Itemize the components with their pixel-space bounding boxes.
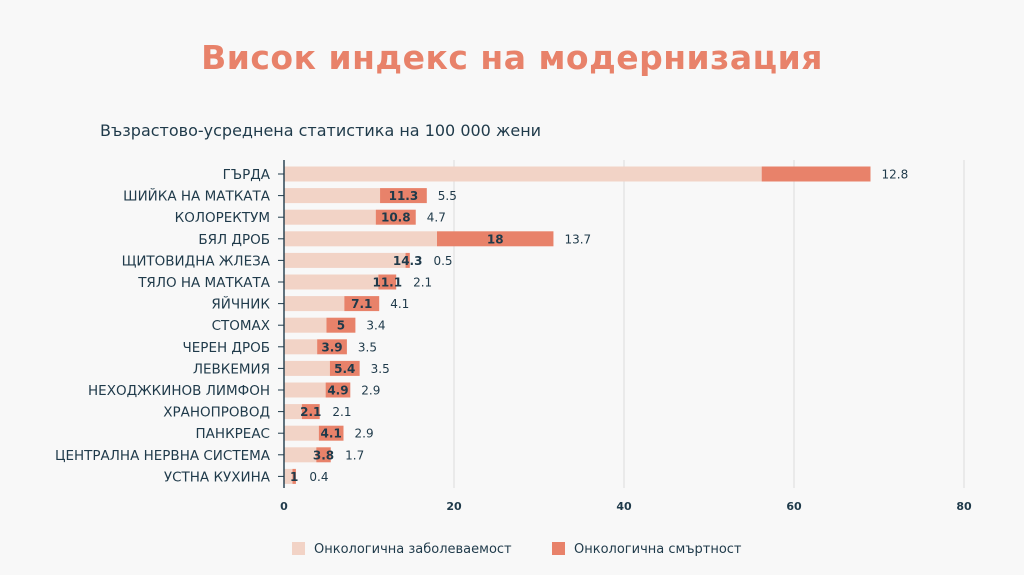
incidence-bar [284,188,381,204]
mortality-value-label: 5.5 [438,189,457,203]
category-label: ЛЕВКЕМИЯ [193,361,270,377]
mortality-value-label: 3.5 [358,340,377,354]
mortality-value-label: 2.9 [355,427,374,441]
category-label: ТЯЛО НА МАТКАТА [137,275,271,291]
incidence-value-label: 10.8 [381,211,411,225]
x-tick-label: 20 [446,500,462,513]
incidence-bar [284,339,318,355]
x-tick-label: 40 [616,500,632,513]
mortality-value-label: 2.1 [413,276,432,290]
category-label: КОЛОРЕКТУМ [175,210,270,226]
mortality-bar [344,296,380,312]
labels: ГЪРДА 12.8 ШИЙКА НА МАТКАТА 11.3 5.5 КОЛОРЕКТ… [55,167,908,485]
incidence-bar [284,209,376,225]
category-label: НЕХОДЖКИНОВ ЛИМФОН [88,383,270,399]
incidence-value-label: 14.3 [393,254,423,268]
mortality-value-label: 1.7 [345,448,364,462]
incidence-bar [284,447,317,463]
mortality-bar [375,209,416,225]
incidence-bar [284,468,293,484]
x-tick-label: 0 [280,500,288,513]
mortality-bar [318,425,344,441]
mortality-bar [437,231,554,247]
incidence-bar [284,231,437,247]
category-label: СТОМАХ [212,318,270,334]
incidence-value-label: 11.1 [372,276,402,290]
gridlines [453,160,965,488]
mortality-value-label: 3.5 [371,362,390,376]
mortality-value-label: 2.9 [361,384,380,398]
x-tick-label: 80 [956,500,972,513]
legend: Онкологична заболеваемост Онкологична смъ… [292,542,742,557]
mortality-bar [325,382,351,398]
mortality-value-label: 0.4 [309,470,328,484]
incidence-bar [284,404,302,420]
category-label: ЦЕНТРАЛНА НЕРВНА СИСТЕМА [55,448,271,464]
legend-incidence-label: Онкологична заболеваемост [314,542,512,557]
category-label: ПАНКРЕАС [196,426,270,442]
mortality-value-label: 3.4 [366,319,385,333]
incidence-bar [284,317,327,333]
category-label: ЧЕРЕН ДРОБ [183,340,270,356]
mortality-value-label: 2.1 [332,405,351,419]
category-label: ШИЙКА НА МАТКАТА [123,187,271,205]
mortality-value-label: 12.8 [882,168,909,182]
incidence-value-label: 3.8 [313,448,334,462]
legend-mortality-swatch [552,542,565,555]
incidence-bar [284,274,379,290]
mortality-bar [301,404,320,420]
mortality-bar [326,317,356,333]
incidence-bar [284,425,319,441]
incidence-value-label: 5.4 [334,362,355,376]
incidence-bar [284,252,406,268]
incidence-value-label: 2.1 [300,405,321,419]
chart-subtitle: Възрастово-усреднена статистика на 100 0… [100,121,542,140]
y-axis: 0 20 40 60 80 [278,160,972,513]
mortality-bar [316,447,331,463]
category-label: ЯЙЧНИК [211,295,270,313]
category-label: УСТНА КУХИНА [164,469,271,485]
incidence-value-label: 4.1 [321,427,342,441]
mortality-bar [378,274,397,290]
mortality-value-label: 0.5 [433,254,452,268]
incidence-value-label: 4.9 [327,384,348,398]
mortality-bar [380,188,427,204]
incidence-value-label: 1 [290,470,298,484]
incidence-bar [284,360,330,376]
mortality-bar [329,360,360,376]
mortality-bar [405,252,410,268]
category-label: ЩИТОВИДНА ЖЛЕЗА [122,253,271,269]
legend-mortality-label: Онкологична смъртност [574,542,742,557]
incidence-value-label: 18 [487,232,504,246]
mortality-bar [761,166,871,182]
incidence-value-label: 7.1 [351,297,372,311]
incidence-bar [284,382,326,398]
mortality-value-label: 4.7 [427,211,446,225]
legend-incidence-swatch [292,542,305,555]
category-label: БЯЛ ДРОБ [198,232,270,248]
chart-title: Висок индекс на модернизация [201,38,823,77]
incidence-bar [284,166,762,182]
incidence-bar [284,296,345,312]
mortality-value-label: 4.1 [390,297,409,311]
x-tick-label: 60 [786,500,802,513]
incidence-value-label: 11.3 [389,189,419,203]
incidence-value-label: 5 [337,319,345,333]
category-label: ГЪРДА [223,167,271,183]
mortality-bar [292,468,296,484]
category-label: ХРАНОПРОВОД [163,405,270,421]
mortality-bar [317,339,347,355]
mortality-value-label: 13.7 [564,232,591,246]
bars [284,166,871,484]
incidence-value-label: 3.9 [321,340,342,354]
